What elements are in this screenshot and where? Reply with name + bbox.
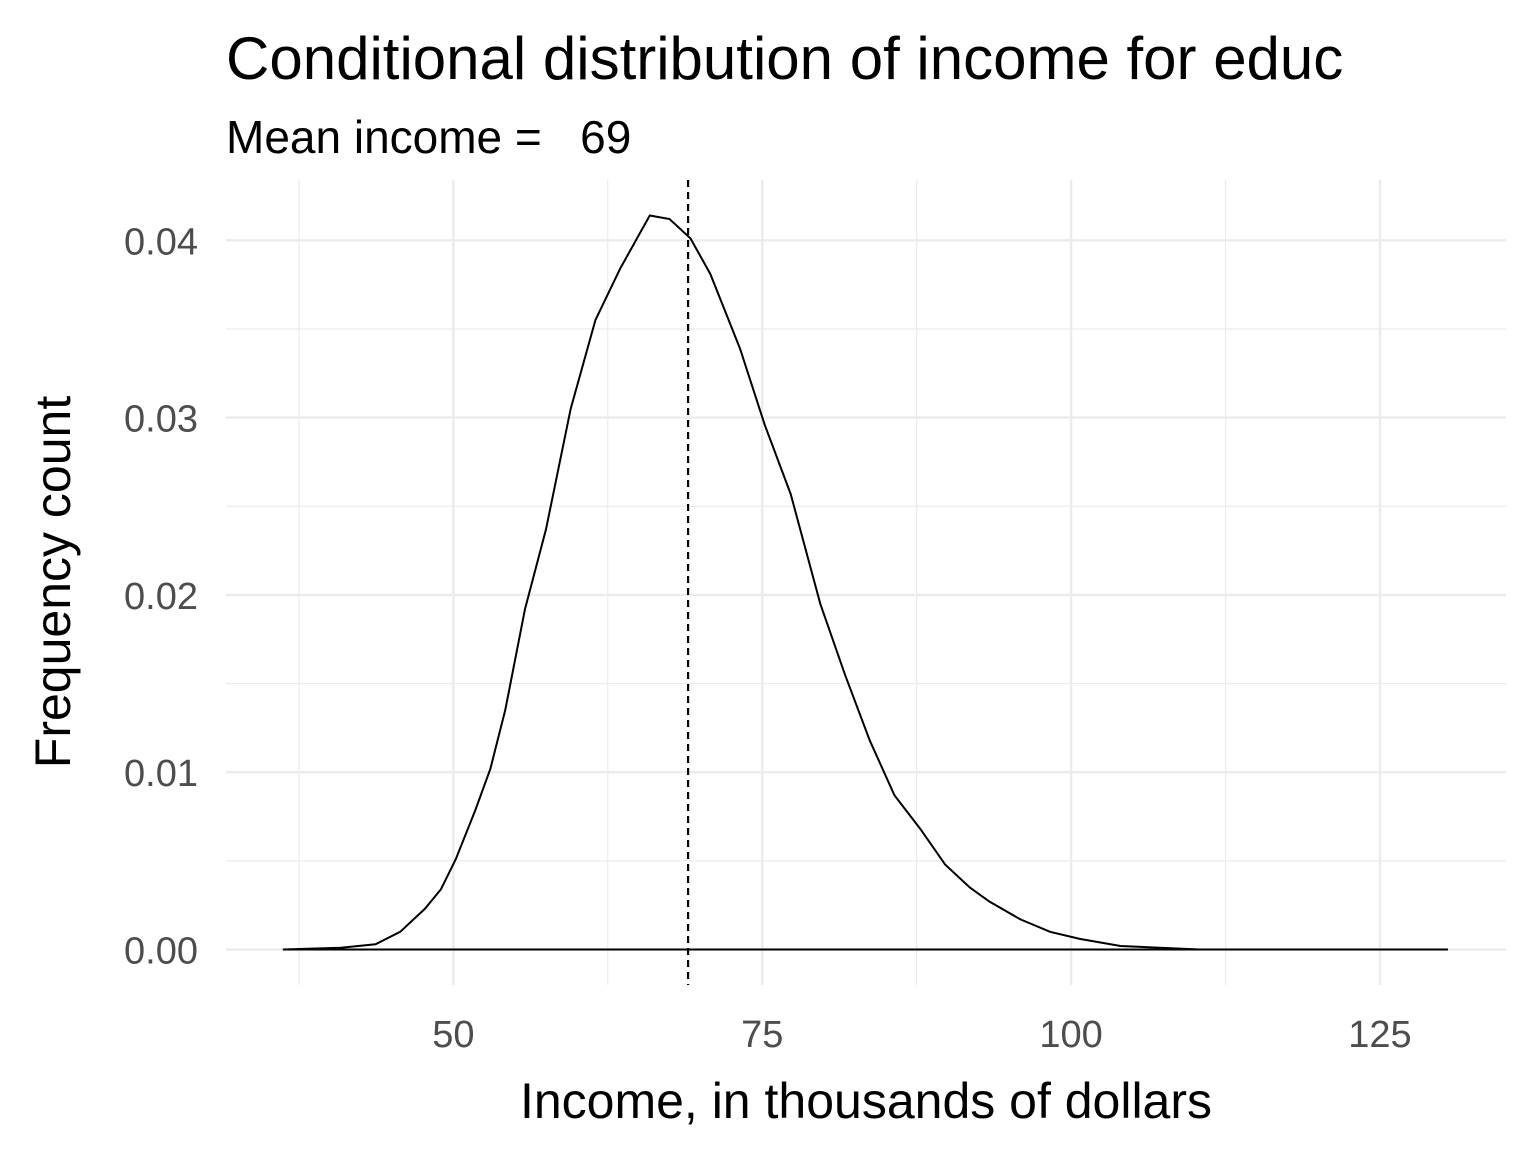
y-axis-title: Frequency count [25,396,81,769]
y-tick-label: 0.01 [124,753,198,795]
x-tick-label: 125 [1348,1014,1411,1056]
x-axis-title: Income, in thousands of dollars [520,1073,1212,1129]
density-line [282,214,1448,951]
grid [226,180,1506,985]
chart-title: Conditional distribution of income for e… [226,25,1343,92]
chart-subtitle: Mean income = 69 [226,111,631,163]
x-tick-label: 50 [432,1014,474,1056]
x-tick-label: 75 [741,1014,783,1056]
y-tick-label: 0.00 [124,931,198,973]
y-tick-label: 0.03 [124,399,198,441]
y-tick-label: 0.02 [124,576,198,618]
marks [282,180,1448,985]
y-tick-label: 0.04 [124,221,198,263]
x-tick-label: 100 [1039,1014,1102,1056]
